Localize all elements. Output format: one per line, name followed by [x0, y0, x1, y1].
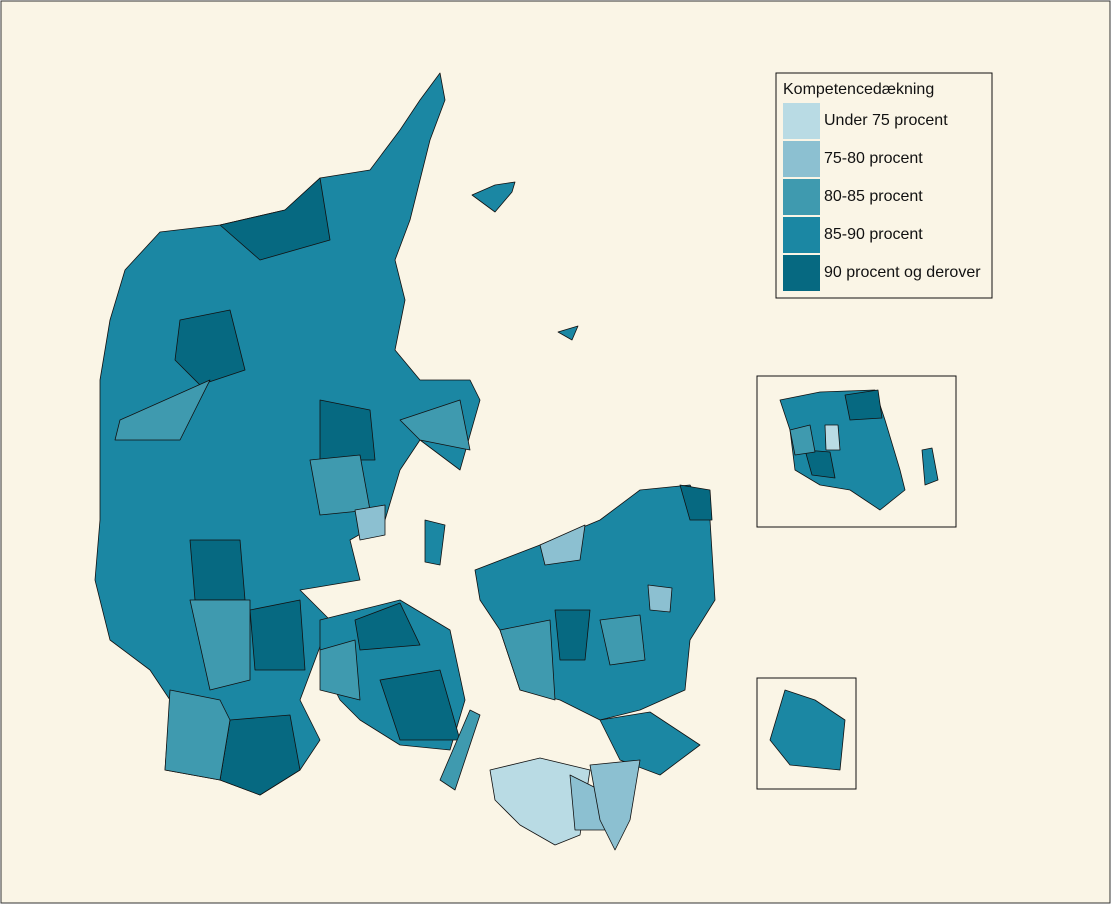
legend-label: Under 75 procent [824, 112, 948, 129]
legend-title: Kompetencedækning [783, 81, 934, 98]
region [164, 689, 231, 781]
region [824, 424, 841, 451]
legend-swatch [783, 141, 820, 177]
region [499, 619, 556, 701]
region [354, 504, 386, 541]
legend-swatch [783, 103, 820, 139]
region [557, 325, 579, 341]
region [489, 757, 591, 846]
legend-label: 85-90 procent [824, 226, 923, 243]
region [219, 177, 331, 261]
legend: Kompetencedækning Under 75 procent 75-80 … [775, 72, 993, 299]
region [249, 599, 306, 671]
inset-copenhagen [779, 389, 939, 511]
inset-frame [756, 677, 857, 790]
region [769, 689, 846, 771]
region [554, 609, 591, 661]
region [319, 399, 376, 461]
region [114, 379, 211, 441]
legend-label: 75-80 procent [824, 150, 923, 167]
region [174, 309, 246, 386]
legend-swatch [783, 255, 820, 291]
legend-swatch [783, 179, 820, 215]
region [844, 389, 883, 421]
region [789, 424, 816, 456]
legend-swatch [783, 217, 820, 253]
region [189, 599, 251, 691]
region [309, 454, 371, 516]
region [399, 399, 471, 451]
region [647, 584, 673, 613]
region [679, 484, 713, 521]
region [319, 639, 361, 701]
region [921, 447, 939, 486]
region [599, 614, 646, 666]
region [589, 759, 641, 851]
region [94, 72, 481, 796]
region [354, 602, 421, 651]
region [599, 711, 701, 776]
legend-label: 80-85 procent [824, 188, 923, 205]
region [779, 389, 906, 511]
regions [94, 72, 716, 851]
region [539, 524, 586, 566]
region [439, 709, 481, 791]
legend-label: 90 procent og derover [824, 264, 981, 281]
inset-frame [756, 375, 957, 528]
region [804, 449, 836, 479]
region [189, 539, 246, 601]
region [424, 519, 446, 566]
region [471, 181, 516, 213]
